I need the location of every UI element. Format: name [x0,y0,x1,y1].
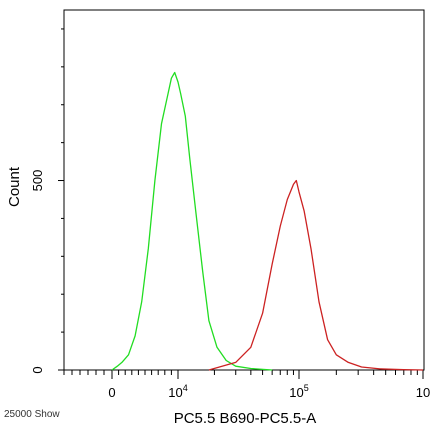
y-axis-ticks [58,28,64,371]
y-axis-label: Count [6,166,23,207]
x-axis-label: PC5.5 B690-PC5.5-A [174,410,317,427]
histogram-series-1 [111,71,273,371]
x-tick-labels: 0 104 105 10 [108,383,430,400]
x-tick-label: 104 [168,383,187,400]
y-tick-label: 500 [30,170,45,192]
x-axis-ticks [63,370,424,379]
series-layer [111,71,424,371]
x-tick-label: 0 [108,385,115,400]
plot-frame [63,9,425,371]
x-tick-label: 105 [289,383,308,400]
y-tick-labels: 0 500 [30,170,45,374]
histogram-series-2 [208,179,424,371]
footer-left-text: 25000 Show [4,409,60,420]
x-tick-label: 10 [416,385,430,400]
y-tick-label: 0 [30,366,45,373]
